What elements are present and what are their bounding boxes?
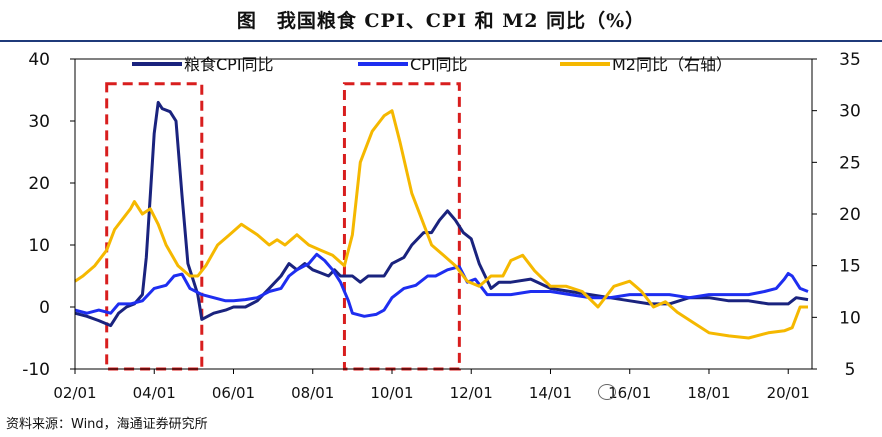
x-tick-label: 04/01 [133, 384, 176, 402]
legend-label-1: 粮食CPI同比 [184, 55, 274, 74]
right-tick-label: 35 [839, 50, 861, 70]
chart-title: 图 我国粮食 CPI、CPI 和 M2 同比（%） [236, 10, 646, 32]
plot-lines [74, 100, 809, 340]
axes: -10 0 10 20 30 40 5 10 15 20 25 30 35 02/01 04/01 06/01… [22, 50, 861, 402]
series-line-2 [74, 252, 809, 318]
x-tick-label: 06/01 [212, 384, 255, 402]
right-tick-label: 10 [839, 308, 861, 328]
x-tick-label: 16/01 [608, 384, 651, 402]
watermark [598, 384, 616, 400]
right-tick-label: 30 [839, 102, 861, 122]
x-tick-label: 12/01 [450, 384, 493, 402]
x-tick-label: 08/01 [291, 384, 334, 402]
left-tick-label: 30 [28, 112, 50, 132]
x-tick-label: 10/01 [370, 384, 413, 402]
x-tick-label: 20/01 [767, 384, 810, 402]
x-tick-label: 14/01 [529, 384, 572, 402]
right-tick-label: 25 [839, 153, 861, 173]
x-tick-label: 18/01 [687, 384, 730, 402]
left-tick-label: 10 [28, 236, 50, 256]
series-line-3 [74, 109, 808, 340]
left-tick-label: 20 [28, 174, 50, 194]
source-note: 资料来源：Wind，海通证券研究所 [6, 417, 208, 432]
legend: 粮食CPI同比 CPI同比 M2同比（右轴） [132, 55, 732, 74]
right-tick-label: 15 [839, 257, 861, 277]
right-tick-label: 20 [839, 205, 861, 225]
left-tick-label: 40 [28, 50, 50, 70]
title-bar: 图 我国粮食 CPI、CPI 和 M2 同比（%） [0, 0, 882, 42]
chart-canvas: -10 0 10 20 30 40 5 10 15 20 25 30 35 02/01 04/01 06/01… [22, 50, 861, 402]
legend-label-3: M2同比（右轴） [612, 55, 732, 74]
left-tick-label: -10 [22, 360, 50, 380]
x-tick-label: 02/01 [53, 384, 96, 402]
wechat-icon [598, 384, 616, 400]
highlight-box [105, 82, 204, 371]
highlight-box [342, 82, 461, 371]
series-line-1 [74, 100, 809, 328]
legend-label-2: CPI同比 [410, 55, 468, 74]
right-tick-label: 5 [845, 360, 856, 380]
left-tick-label: 0 [39, 298, 50, 318]
